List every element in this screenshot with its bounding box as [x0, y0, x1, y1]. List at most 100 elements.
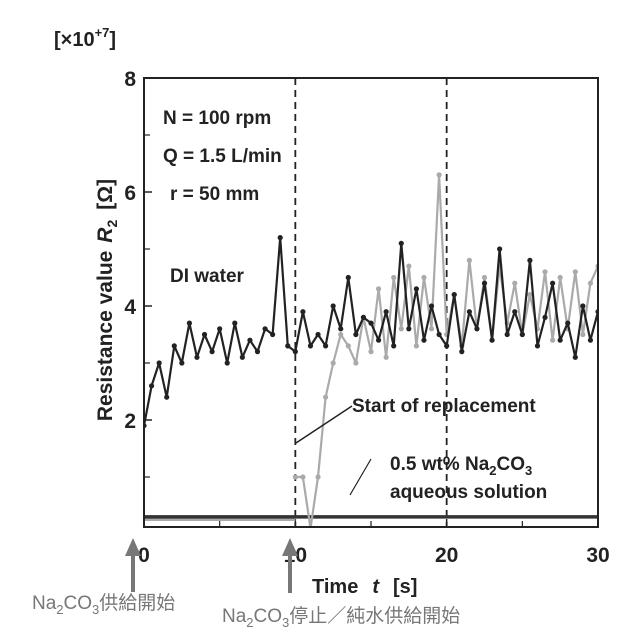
data-point: [157, 360, 162, 365]
condition-r: r = 50 mm: [170, 184, 259, 205]
annotation-solution: 0.5 wt% Na2CO3: [390, 454, 532, 478]
data-point: [247, 338, 252, 343]
data-point: [232, 321, 237, 326]
data-point: [187, 321, 192, 326]
condition-q: Q = 1.5 L/min: [163, 146, 282, 167]
data-point: [255, 349, 260, 354]
data-point: [497, 246, 502, 251]
data-point: [285, 343, 290, 348]
data-point: [429, 326, 434, 331]
data-point: [376, 338, 381, 343]
data-point: [527, 258, 532, 263]
event-caption-stop: Na2CO3停止／純水供給開始: [222, 605, 460, 630]
data-point: [414, 343, 419, 348]
x-tick-label: 20: [435, 544, 458, 567]
data-point: [482, 275, 487, 280]
data-point: [368, 321, 373, 326]
data-point: [164, 395, 169, 400]
data-point: [300, 309, 305, 314]
data-point: [558, 338, 563, 343]
data-point: [505, 332, 510, 337]
data-point: [452, 292, 457, 297]
data-point: [535, 343, 540, 348]
data-point: [361, 315, 366, 320]
data-point: [421, 338, 426, 343]
data-point: [421, 275, 426, 280]
data-point: [414, 286, 419, 291]
data-point: [573, 355, 578, 360]
data-point: [210, 349, 215, 354]
data-point: [368, 349, 373, 354]
data-point: [459, 349, 464, 354]
data-point: [384, 355, 389, 360]
data-point: [399, 326, 404, 331]
data-point: [323, 343, 328, 348]
data-point: [550, 338, 555, 343]
data-point: [353, 360, 358, 365]
data-point: [262, 326, 267, 331]
data-point: [444, 343, 449, 348]
data-point: [384, 309, 389, 314]
data-point: [172, 343, 177, 348]
data-point: [225, 360, 230, 365]
data-point: [346, 275, 351, 280]
data-point: [565, 321, 570, 326]
leader-line-solution: [350, 459, 371, 495]
data-point: [542, 315, 547, 320]
y-tick-label: 2: [124, 410, 136, 433]
data-point: [353, 332, 358, 337]
data-point: [270, 332, 275, 337]
data-point: [437, 172, 442, 177]
x-axis-label: Timet[s]: [312, 576, 417, 598]
data-point: [580, 332, 585, 337]
annotation-di-water: DI water: [170, 266, 245, 287]
data-point: [338, 326, 343, 331]
data-point: [376, 286, 381, 291]
chart-svg: [×10+7] Resistance valueR2[Ω] 0102030246…: [0, 0, 640, 640]
data-point: [300, 474, 305, 479]
y-axis-label: Resistance valueR2[Ω]: [94, 179, 120, 421]
data-point: [482, 281, 487, 286]
annotation-start-replacement: Start of replacement: [352, 396, 536, 417]
data-point: [467, 309, 472, 314]
data-point: [558, 275, 563, 280]
data-point: [240, 355, 245, 360]
y-multiplier: [×10+7]: [54, 25, 116, 51]
data-point: [391, 343, 396, 348]
data-point: [308, 343, 313, 348]
data-point: [467, 258, 472, 263]
data-point: [429, 303, 434, 308]
y-tick-label: 8: [124, 68, 136, 91]
data-point: [278, 235, 283, 240]
data-point: [512, 281, 517, 286]
data-point: [179, 360, 184, 365]
event-caption-start: Na2CO3供給開始: [32, 592, 175, 617]
data-point: [512, 309, 517, 314]
data-point: [293, 474, 298, 479]
y-tick-label: 4: [124, 296, 136, 319]
data-point: [217, 326, 222, 331]
data-point: [149, 383, 154, 388]
condition-n: N = 100 rpm: [163, 108, 271, 129]
data-point: [406, 326, 411, 331]
data-point: [406, 264, 411, 269]
data-point: [338, 332, 343, 337]
data-point: [399, 241, 404, 246]
data-point: [542, 269, 547, 274]
data-point: [580, 303, 585, 308]
data-point: [323, 395, 328, 400]
data-point: [489, 338, 494, 343]
y-tick-label: 6: [124, 182, 136, 205]
data-point: [520, 332, 525, 337]
data-point: [293, 349, 298, 354]
data-point: [588, 281, 593, 286]
data-point: [391, 275, 396, 280]
data-point: [573, 269, 578, 274]
data-point: [474, 326, 479, 331]
data-point: [550, 281, 555, 286]
data-point: [315, 332, 320, 337]
data-point: [331, 303, 336, 308]
data-point: [331, 360, 336, 365]
data-point: [437, 332, 442, 337]
data-point: [194, 355, 199, 360]
